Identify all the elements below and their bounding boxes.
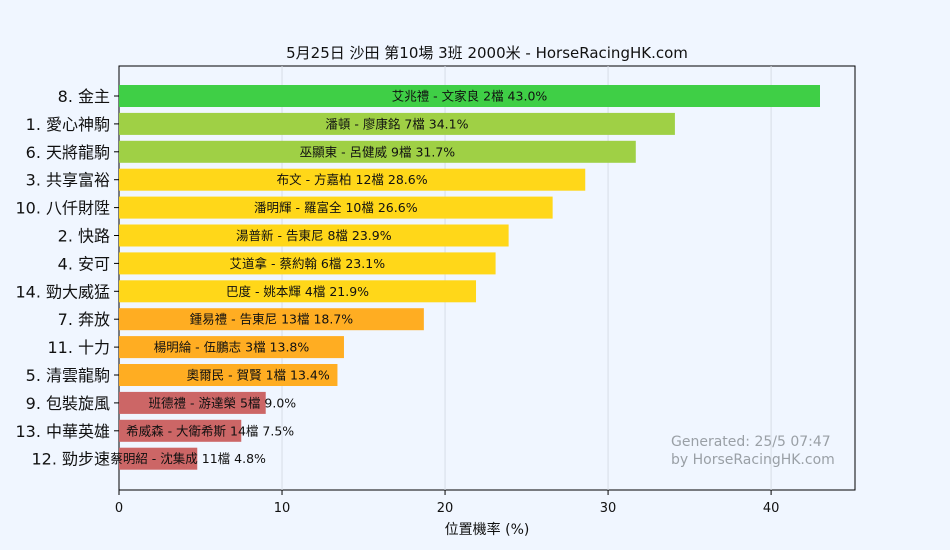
bar-data-label: 希威森 - 大衛希斯 14檔 7.5% bbox=[126, 423, 294, 438]
bar-data-label: 楊明綸 - 伍鵬志 3檔 13.8% bbox=[154, 340, 310, 355]
x-tick-label: 0 bbox=[115, 501, 123, 516]
bar-data-label: 蔡明紹 - 沈集成 11檔 4.8% bbox=[110, 451, 266, 466]
y-tick-label: 11. 十力 bbox=[47, 338, 110, 357]
bar-data-label: 艾兆禮 - 文家良 2檔 43.0% bbox=[392, 89, 548, 104]
bar-data-label: 巫顯東 - 呂健威 9檔 31.7% bbox=[300, 144, 456, 159]
bar-data-label: 奧爾民 - 賀賢 1檔 13.4% bbox=[187, 368, 330, 383]
bar bbox=[119, 419, 242, 442]
y-tick-label: 1. 愛心神駒 bbox=[26, 115, 110, 134]
bar bbox=[119, 364, 338, 386]
bar bbox=[119, 391, 266, 414]
bar bbox=[119, 140, 636, 163]
chart-title: 5月25日 沙田 第10場 3班 2000米 - HorseRacingHK.c… bbox=[286, 44, 688, 62]
y-tick-label: 8. 金主 bbox=[58, 87, 110, 106]
x-tick-label: 40 bbox=[763, 501, 780, 516]
bar bbox=[119, 85, 820, 107]
bar-data-label: 布文 - 方嘉柏 12檔 28.6% bbox=[277, 172, 428, 187]
grid-lines bbox=[281, 66, 772, 490]
y-tick-label: 4. 安可 bbox=[58, 254, 110, 273]
bar bbox=[119, 112, 675, 135]
plot-area bbox=[118, 65, 856, 491]
y-tick-label: 2. 快路 bbox=[58, 227, 110, 246]
bar-data-label: 潘明輝 - 羅富全 10檔 26.6% bbox=[254, 200, 418, 215]
x-tick-label: 10 bbox=[274, 501, 291, 516]
y-tick-label: 3. 共享富裕 bbox=[26, 171, 110, 190]
bar bbox=[119, 196, 553, 219]
x-tick-label: 20 bbox=[437, 501, 454, 516]
bar-data-label: 湯普新 - 告東尼 8檔 23.9% bbox=[236, 228, 392, 243]
y-tick-label: 14. 勁大威猛 bbox=[15, 282, 110, 301]
bar bbox=[119, 252, 496, 275]
bar-data-label: 班德禮 - 游達榮 5檔 9.0% bbox=[149, 395, 297, 410]
y-tick-label: 10. 八仟財陞 bbox=[15, 199, 110, 218]
y-tick-label: 12. 勁步速 bbox=[31, 450, 110, 469]
x-ticks: 0 10 20 30 40 bbox=[115, 490, 780, 516]
y-tick-labels: 8. 金主 1. 愛心神駒 6. 天將龍駒 3. 共享富裕 10. 八仟財陞 2. 快路 4… bbox=[15, 87, 119, 469]
bar-data-label: 鍾易禮 - 告東尼 13檔 18.7% bbox=[190, 312, 354, 327]
bar-data-label: 潘頓 - 廖康銘 7檔 34.1% bbox=[325, 116, 468, 131]
bar bbox=[119, 224, 509, 247]
bar bbox=[119, 308, 424, 331]
y-tick-label: 9. 包裝旋風 bbox=[26, 394, 110, 413]
bar bbox=[119, 336, 344, 359]
bar-data-label: 艾道拿 - 蔡約翰 6檔 23.1% bbox=[230, 256, 386, 271]
watermark-line-1: Generated: 25/5 07:47 bbox=[671, 434, 831, 450]
bar bbox=[119, 168, 586, 191]
bar bbox=[119, 280, 477, 303]
y-tick-label: 13. 中華英雄 bbox=[15, 422, 110, 441]
bars-group: 艾兆禮 - 文家良 2檔 43.0% 潘頓 - 廖康銘 7檔 34.1% 巫顯東 -… bbox=[110, 85, 820, 470]
y-tick-label: 7. 奔放 bbox=[58, 310, 110, 329]
y-tick-label: 6. 天將龍駒 bbox=[26, 143, 110, 162]
y-tick-label: 5. 清雲龍駒 bbox=[26, 366, 110, 385]
bar-data-label: 巴度 - 姚本輝 4檔 21.9% bbox=[226, 284, 369, 299]
bar bbox=[119, 447, 198, 470]
x-tick-label: 30 bbox=[600, 501, 617, 516]
x-axis-label: 位置機率 (%) bbox=[445, 521, 530, 538]
watermark-line-2: by HorseRacingHK.com bbox=[671, 452, 835, 468]
